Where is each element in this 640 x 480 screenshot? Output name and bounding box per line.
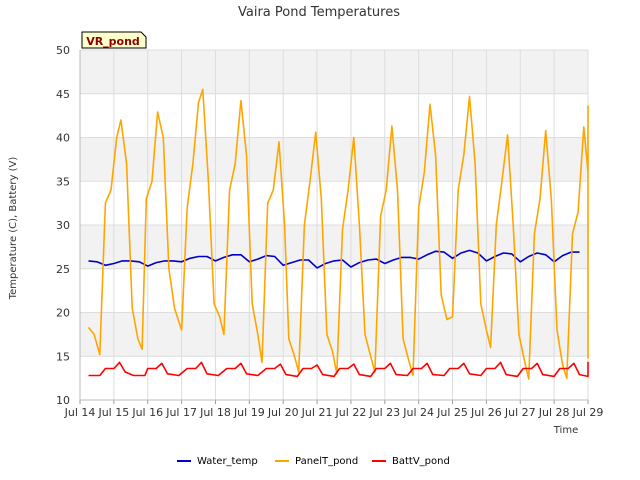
- y-tick-label: 45: [56, 88, 70, 101]
- y-tick-label: 40: [56, 132, 70, 145]
- series-layer: [87, 88, 589, 380]
- badge: VR_pond: [81, 31, 147, 49]
- x-tick-label: Jul 22: [335, 406, 367, 419]
- x-tick-label: Jul 16: [131, 406, 163, 419]
- x-tick-label: Jul 17: [165, 406, 197, 419]
- y-tick-label: 15: [56, 350, 70, 363]
- y-tick-label: 35: [56, 175, 70, 188]
- x-axis-label: Time: [553, 425, 578, 436]
- y-tick-label: 25: [56, 263, 70, 276]
- plot-band: [80, 356, 588, 400]
- x-tick-label: Jul 26: [470, 406, 502, 419]
- x-tick-label: Jul 25: [436, 406, 468, 419]
- x-tick-label: Jul 15: [97, 406, 129, 419]
- legend-label-panelt-pond: PanelT_pond: [295, 456, 358, 467]
- x-tick-label: Jul 29: [572, 406, 604, 419]
- plot-band: [80, 181, 588, 225]
- series-line-water-temp: [88, 249, 580, 269]
- x-tick-label: Jul 19: [233, 406, 265, 419]
- x-tick-label: Jul 24: [402, 406, 434, 419]
- badge-label: VR_pond: [86, 35, 140, 48]
- series-line-battv-pond: [88, 361, 589, 378]
- plot-band: [80, 137, 588, 182]
- chart-title: Vaira Pond Temperatures: [238, 5, 400, 20]
- legend-label-battv-pond: BattV_pond: [392, 456, 450, 467]
- plot-band: [80, 93, 588, 138]
- legend: Water_temp PanelT_pond BattV_pond: [177, 456, 450, 467]
- y-tick-label: 10: [56, 394, 70, 407]
- x-tick-label: Jul 23: [368, 406, 400, 419]
- plot-band: [80, 312, 588, 357]
- x-tick-label: Jul 18: [199, 406, 231, 419]
- y-axis-label: Temperature (C), Battery (V): [8, 157, 19, 301]
- legend-label-water-temp: Water_temp: [197, 456, 258, 467]
- x-tick-label: Jul 21: [301, 406, 333, 419]
- y-tick-label: 50: [56, 44, 70, 57]
- x-tick-label: Jul 14: [64, 406, 96, 419]
- y-tick-label: 20: [56, 307, 70, 320]
- x-tick-label: Jul 20: [267, 406, 299, 419]
- x-tick-label: Jul 28: [538, 406, 570, 419]
- series-line-panelt-pond: [87, 88, 589, 380]
- plot-band: [80, 268, 588, 313]
- badge-box: [81, 31, 147, 49]
- plot-background-bands: [80, 50, 588, 400]
- x-tick-label: Jul 27: [504, 406, 536, 419]
- y-tick-label: 30: [56, 219, 70, 232]
- plot-band: [80, 50, 588, 94]
